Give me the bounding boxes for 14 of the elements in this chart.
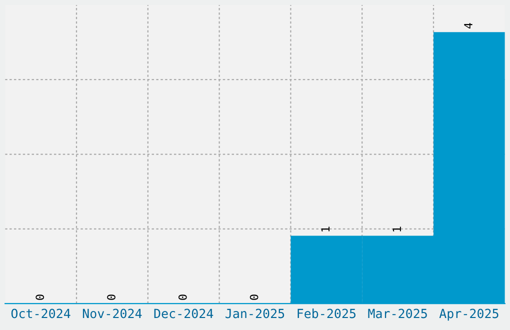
x-tick-label: Nov-2024	[82, 308, 142, 318]
data-label: 1	[321, 226, 330, 232]
data-label: 0	[107, 294, 116, 300]
x-tick-label: Mar-2025	[368, 308, 427, 318]
x-tick-label: Apr-2025	[439, 308, 498, 321]
data-label: 1	[392, 226, 401, 232]
data-label: 0	[36, 294, 44, 300]
x-tick-label: Feb-2025	[298, 308, 356, 318]
x-tick-label: Oct-2024	[11, 308, 70, 318]
x-tick-label: Dec-2024	[154, 308, 214, 318]
data-label: 0	[250, 294, 258, 300]
data-label: 0	[178, 294, 187, 300]
data-label: 4	[464, 22, 472, 29]
x-tick-label: Jan-2025	[226, 308, 284, 318]
